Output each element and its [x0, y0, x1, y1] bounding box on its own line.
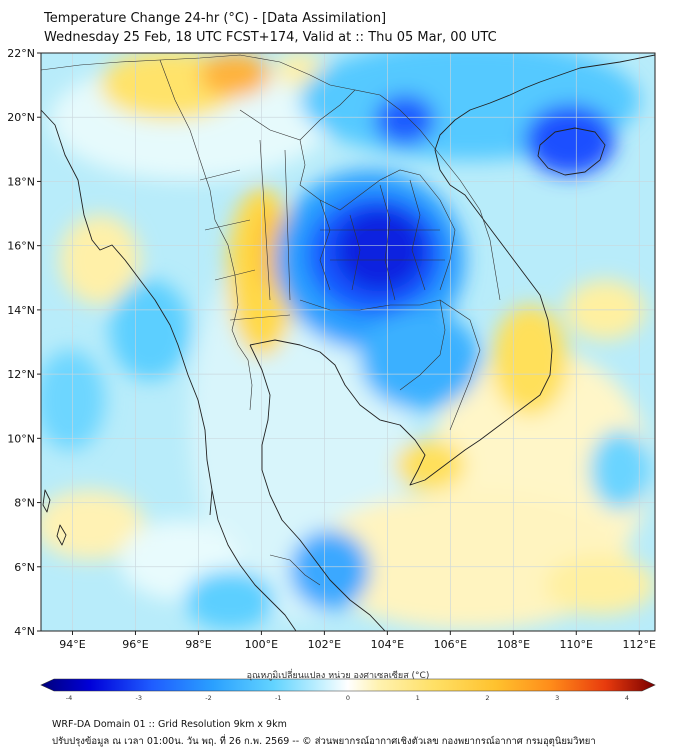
lat-tick-label: 16°N	[7, 240, 35, 253]
lat-tick-label: 12°N	[7, 368, 35, 381]
colorbar-tick-label: -4	[66, 694, 72, 702]
footer-domain-info: WRF-DA Domain 01 :: Grid Resolution 9km …	[52, 719, 287, 730]
map-subtitle: Wednesday 25 Feb, 18 UTC FCST+174, Valid…	[44, 30, 497, 45]
country-borders	[41, 54, 501, 586]
colorbar-tick-label: -1	[275, 694, 281, 702]
lon-tick-label: 100°E	[245, 638, 278, 651]
lon-tick-label: 102°E	[308, 638, 341, 651]
temperature-field	[41, 53, 655, 631]
lon-tick-label: 108°E	[497, 638, 530, 651]
colorbar-tick-label: 3	[555, 694, 559, 702]
lon-tick-label: 94°E	[59, 638, 85, 651]
lat-tick-label: 22°N	[7, 47, 35, 60]
lat-tick-label: 20°N	[7, 111, 35, 124]
lon-tick-label: 110°E	[560, 638, 593, 651]
lon-tick-label: 104°E	[371, 638, 404, 651]
lat-tick-label: 14°N	[7, 304, 35, 317]
colorbar-tick-label: 0	[346, 694, 350, 702]
colorbar-tick-label: 2	[485, 694, 489, 702]
colorbar-ticks: -4 -3 -2 -1 0 1 2 3 4	[66, 694, 629, 702]
lat-tick-label: 8°N	[14, 497, 35, 510]
graticule-lines	[41, 53, 655, 631]
map-title: Temperature Change 24-hr (°C) - [Data As…	[44, 11, 387, 26]
lat-tick-label: 10°N	[7, 432, 35, 445]
lon-tick-label: 106°E	[434, 638, 467, 651]
colorbar-tick-label: 4	[625, 694, 629, 702]
colorbar-tick-label: -3	[136, 694, 142, 702]
colorbar-label: อุณหภูมิเปลี่ยนแปลง หน่วย องศาเซลเซียส (…	[246, 671, 430, 681]
colorbar-tick-label: -2	[205, 694, 211, 702]
coastlines	[41, 54, 655, 631]
lon-tick-label: 96°E	[122, 638, 148, 651]
latitude-axis: 22°N 20°N 18°N 16°N 14°N 12°N 10°N 8°N 6°N 4°N	[7, 47, 41, 638]
longitude-axis: 94°E 96°E 98°E 100°E 102°E 104°E 106°E 108°E 110…	[59, 631, 656, 651]
colorbar-tick-label: 1	[416, 694, 420, 702]
lat-tick-label: 18°N	[7, 175, 35, 188]
lat-tick-label: 4°N	[14, 625, 35, 638]
lat-tick-label: 6°N	[14, 561, 35, 574]
lon-tick-label: 112°E	[623, 638, 656, 651]
colorbar: -4 -3 -2 -1 0 1 2 3 4	[40, 678, 656, 702]
lon-tick-label: 98°E	[185, 638, 211, 651]
footer-update-info: ปรับปรุงข้อมูล ณ เวลา 01:00น. วัน พฤ. ที…	[52, 736, 596, 747]
map-frame	[40, 52, 656, 632]
colorbar-scale	[40, 678, 656, 692]
